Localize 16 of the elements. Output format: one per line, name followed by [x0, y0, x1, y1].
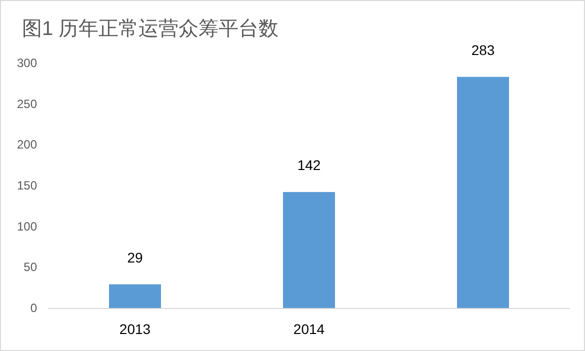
y-tick-label: 200: [16, 138, 38, 152]
y-tick-label: 250: [16, 96, 38, 111]
y-tick-label: 150: [16, 178, 38, 192]
x-tick-label: 2013: [119, 321, 151, 337]
bar: [283, 192, 335, 308]
y-tick-label: 300: [16, 56, 38, 70]
bar: [457, 76, 509, 308]
y-tick-label: 0: [30, 301, 38, 315]
x-tick-label: 2014: [293, 321, 325, 337]
data-label: 283: [471, 42, 495, 58]
chart-title: 图1 历年正常运营众筹平台数: [22, 18, 279, 40]
y-tick-label: 50: [24, 260, 38, 274]
data-label: 29: [127, 249, 143, 266]
y-tick-label: 100: [16, 219, 38, 234]
data-label: 142: [297, 157, 321, 174]
bar: [109, 284, 161, 308]
